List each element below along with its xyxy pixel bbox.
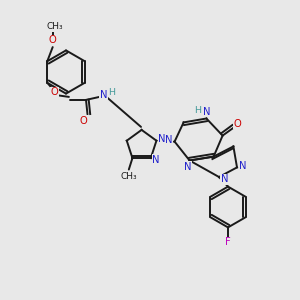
Text: CH₃: CH₃ xyxy=(121,172,137,181)
Text: H: H xyxy=(194,106,201,115)
Text: N: N xyxy=(203,107,210,117)
Text: O: O xyxy=(234,118,242,129)
Text: N: N xyxy=(220,174,228,184)
Text: H: H xyxy=(109,88,116,97)
Text: CH₃: CH₃ xyxy=(47,22,63,32)
Text: O: O xyxy=(49,35,57,45)
Text: N: N xyxy=(158,134,166,144)
Text: F: F xyxy=(225,237,231,248)
Text: N: N xyxy=(184,161,192,172)
Text: O: O xyxy=(51,87,59,98)
Text: N: N xyxy=(166,135,173,145)
Text: N: N xyxy=(239,161,247,171)
Text: N: N xyxy=(100,89,107,100)
Text: N: N xyxy=(152,154,160,165)
Text: O: O xyxy=(80,116,88,126)
